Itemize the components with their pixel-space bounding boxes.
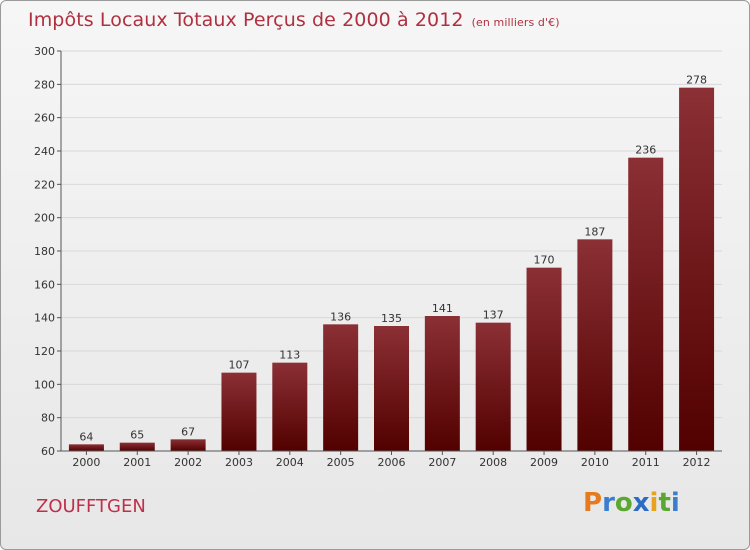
bar-2012 (679, 87, 715, 452)
y-tick-label: 240 (34, 145, 55, 158)
x-tick-label: 2001 (123, 456, 151, 469)
commune-name: ZOUFFTGEN (36, 496, 146, 517)
data-label: 137 (483, 309, 504, 322)
y-tick-label: 180 (34, 245, 55, 258)
data-label: 236 (635, 144, 656, 157)
bar-2006 (374, 326, 409, 451)
axis-layer: 60 80 100 120 140 160 180 200 220 240 260 280 300 200… (34, 45, 722, 469)
bar-2010 (577, 239, 613, 451)
bar-2004 (272, 362, 308, 451)
y-tick-label: 120 (34, 345, 55, 358)
x-tick-label: 2004 (276, 456, 304, 469)
y-tick-label: 300 (34, 45, 55, 58)
data-label: 278 (686, 74, 707, 87)
data-label: 64 (79, 430, 93, 443)
chart-title: Impôts Locaux Totaux Perçus de 2000 à 20… (28, 9, 560, 31)
bar-2008 (475, 322, 511, 451)
y-tick-label: 80 (41, 412, 55, 425)
bar-2003 (221, 372, 257, 451)
data-label: 187 (584, 225, 605, 238)
x-tick-label: 2003 (225, 456, 253, 469)
y-tick-label: 220 (34, 178, 55, 191)
y-tick-label: 280 (34, 78, 55, 91)
data-label: 113 (279, 349, 300, 362)
y-tick-label: 100 (34, 378, 55, 391)
bar-layer: 64 65 67 107 113 136 135 141 137 170 187 236 278 (68, 74, 715, 452)
x-tick-label: 2006 (378, 456, 406, 469)
x-tick-label: 2010 (581, 456, 609, 469)
bar-2005 (323, 324, 359, 451)
x-tick-label: 2011 (632, 456, 660, 469)
x-tick-label: 2008 (479, 456, 507, 469)
data-label: 141 (432, 302, 453, 315)
data-label: 170 (534, 254, 555, 267)
data-label: 65 (130, 429, 144, 442)
data-label: 107 (228, 359, 249, 372)
bar-2011 (628, 157, 664, 451)
data-label: 135 (381, 312, 402, 325)
x-tick-label: 2005 (327, 456, 355, 469)
bar-2001 (119, 442, 155, 451)
data-label: 136 (330, 310, 351, 323)
bar-2000 (68, 444, 104, 451)
y-tick-label: 200 (34, 212, 55, 225)
x-tick-label: 2002 (174, 456, 202, 469)
y-tick-label: 60 (41, 445, 55, 458)
bar-2002 (170, 439, 206, 451)
data-label: 67 (181, 425, 195, 438)
bar-2007 (424, 316, 460, 451)
x-tick-label: 2009 (530, 456, 558, 469)
y-tick-label: 140 (34, 312, 55, 325)
x-tick-label: 2007 (428, 456, 456, 469)
unit-note: (en milliers d'€) (471, 16, 560, 29)
x-tick-label: 2012 (683, 456, 711, 469)
y-tick-label: 260 (34, 112, 55, 125)
chart-title-text: Impôts Locaux Totaux Perçus de 2000 à 20… (28, 9, 464, 31)
bar-2009 (526, 267, 562, 451)
y-tick-label: 160 (34, 278, 55, 291)
proxiti-logo: Proxiti (583, 488, 680, 518)
x-tick-label: 2000 (72, 456, 100, 469)
